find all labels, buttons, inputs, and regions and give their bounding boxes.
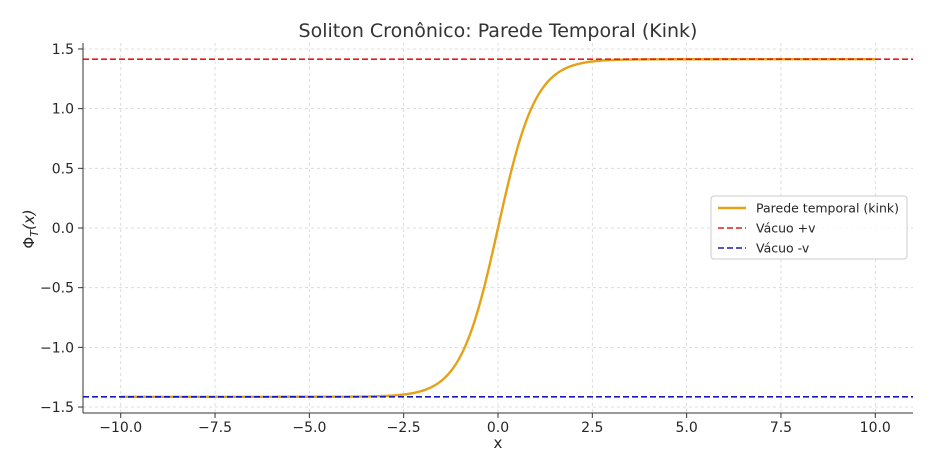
y-tick-label: −1.5 [40, 400, 74, 416]
legend: Parede temporal (kink) Vácuo +v Vácuo -v [710, 195, 908, 260]
series-layer [83, 58, 913, 398]
x-tick-label: −2.5 [387, 420, 421, 436]
legend-frame [710, 195, 908, 260]
y-tick-label: 0.5 [52, 161, 74, 177]
y-tick-label: 1.0 [52, 102, 74, 118]
y-axis-argument: (x) [20, 209, 38, 230]
x-tick-label: 7.5 [770, 420, 792, 436]
x-tick-label: 5.0 [676, 420, 698, 436]
y-tick-label: −1.0 [40, 340, 74, 356]
y-axis-title: ΦT(x) [20, 209, 41, 248]
y-tick-label: −0.5 [40, 281, 74, 297]
chart-title: Soliton Cronônico: Parede Temporal (Kink… [299, 20, 698, 42]
legend-label: Vácuo +v [756, 221, 816, 236]
y-tick-label: 0.0 [52, 221, 74, 237]
x-tick-label: −7.5 [198, 420, 232, 436]
y-axis-subscript: T [28, 229, 41, 237]
x-tick-label: −10.0 [99, 420, 142, 436]
legend-label: Parede temporal (kink) [756, 201, 899, 216]
y-tick-label: 1.5 [52, 42, 74, 58]
x-tick-label: 10.0 [860, 420, 891, 436]
ticks: −10.0 −7.5 −5.0 −2.5 0.0 2.5 5.0 7.5 10.0 −1.5 −1.… [40, 42, 891, 436]
legend-label: Vácuo -v [756, 241, 810, 256]
x-tick-label: 2.5 [581, 420, 603, 436]
legend-items: Parede temporal (kink) Vácuo +v Vácuo -v [718, 201, 899, 256]
x-tick-label: −5.0 [292, 420, 326, 436]
x-axis-title: x [494, 434, 503, 452]
x-tick-label: 0.0 [487, 420, 509, 436]
y-axis-symbol: Φ [20, 237, 38, 249]
